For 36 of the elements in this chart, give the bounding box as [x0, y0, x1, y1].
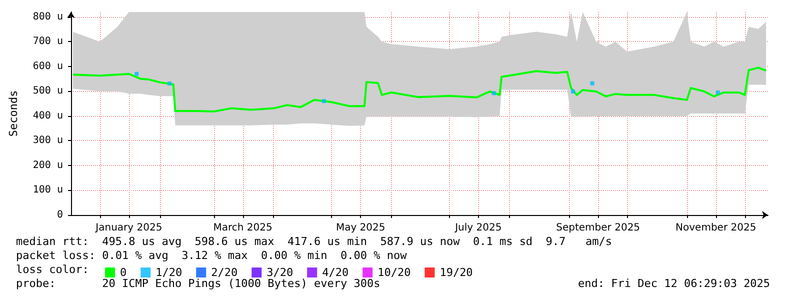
y-tick-label: 100 u	[32, 184, 63, 196]
legend-label: 3/20	[266, 266, 294, 279]
point	[590, 81, 594, 86]
legend-label: 0	[120, 266, 127, 279]
y-tick-label: 600 u	[32, 60, 63, 72]
point	[167, 82, 172, 86]
x-tick-label: July 2025	[454, 222, 502, 234]
x-tick-label: November 2025	[676, 222, 756, 234]
y-tick-label: 0	[56, 210, 63, 220]
text: probe: 20 ICMP Echo Pings (1000 Bytes) every 300s	[16, 277, 380, 290]
text: median rtt: 495.8 us avg 598.6 us max 417.6 us min 587.9 us now 0.1 ms sd 9.7 am/s	[16, 235, 612, 248]
y-tick-label: 700 u	[32, 36, 63, 48]
text: packet loss: 0.01 % avg 3.12 % max 0.00 % min 0.00 % now	[16, 249, 407, 262]
legend-label: 19/20	[440, 266, 473, 279]
y-tick-label: 400 u	[32, 110, 63, 122]
x-tick-label: September 2025	[556, 222, 640, 234]
point	[716, 90, 720, 94]
y-tick-label: 300 u	[32, 135, 63, 146]
x-tick-label: January 2025	[94, 222, 162, 234]
line-series	[72, 66, 768, 113]
point	[570, 89, 575, 94]
x-tick-label: March 2025	[213, 222, 272, 234]
text: loss color:	[16, 263, 89, 276]
y-tick-label: 800 u	[32, 11, 63, 22]
point	[322, 99, 326, 104]
legend-label: 10/20	[378, 266, 411, 279]
legend-label: 2/20	[211, 266, 238, 279]
x-tick-label: May 2025	[336, 222, 386, 234]
point	[134, 72, 139, 76]
y-tick-label: 500 u	[32, 86, 63, 97]
y-tick-label: 200 u	[32, 160, 63, 171]
text: end: Fri Dec 12 06:29:03 2025	[578, 277, 770, 290]
legend-label: 1/20	[156, 266, 182, 279]
legend-label: 4/20	[322, 266, 349, 279]
y-axis-title: Seconds	[7, 90, 20, 137]
point	[492, 91, 496, 96]
